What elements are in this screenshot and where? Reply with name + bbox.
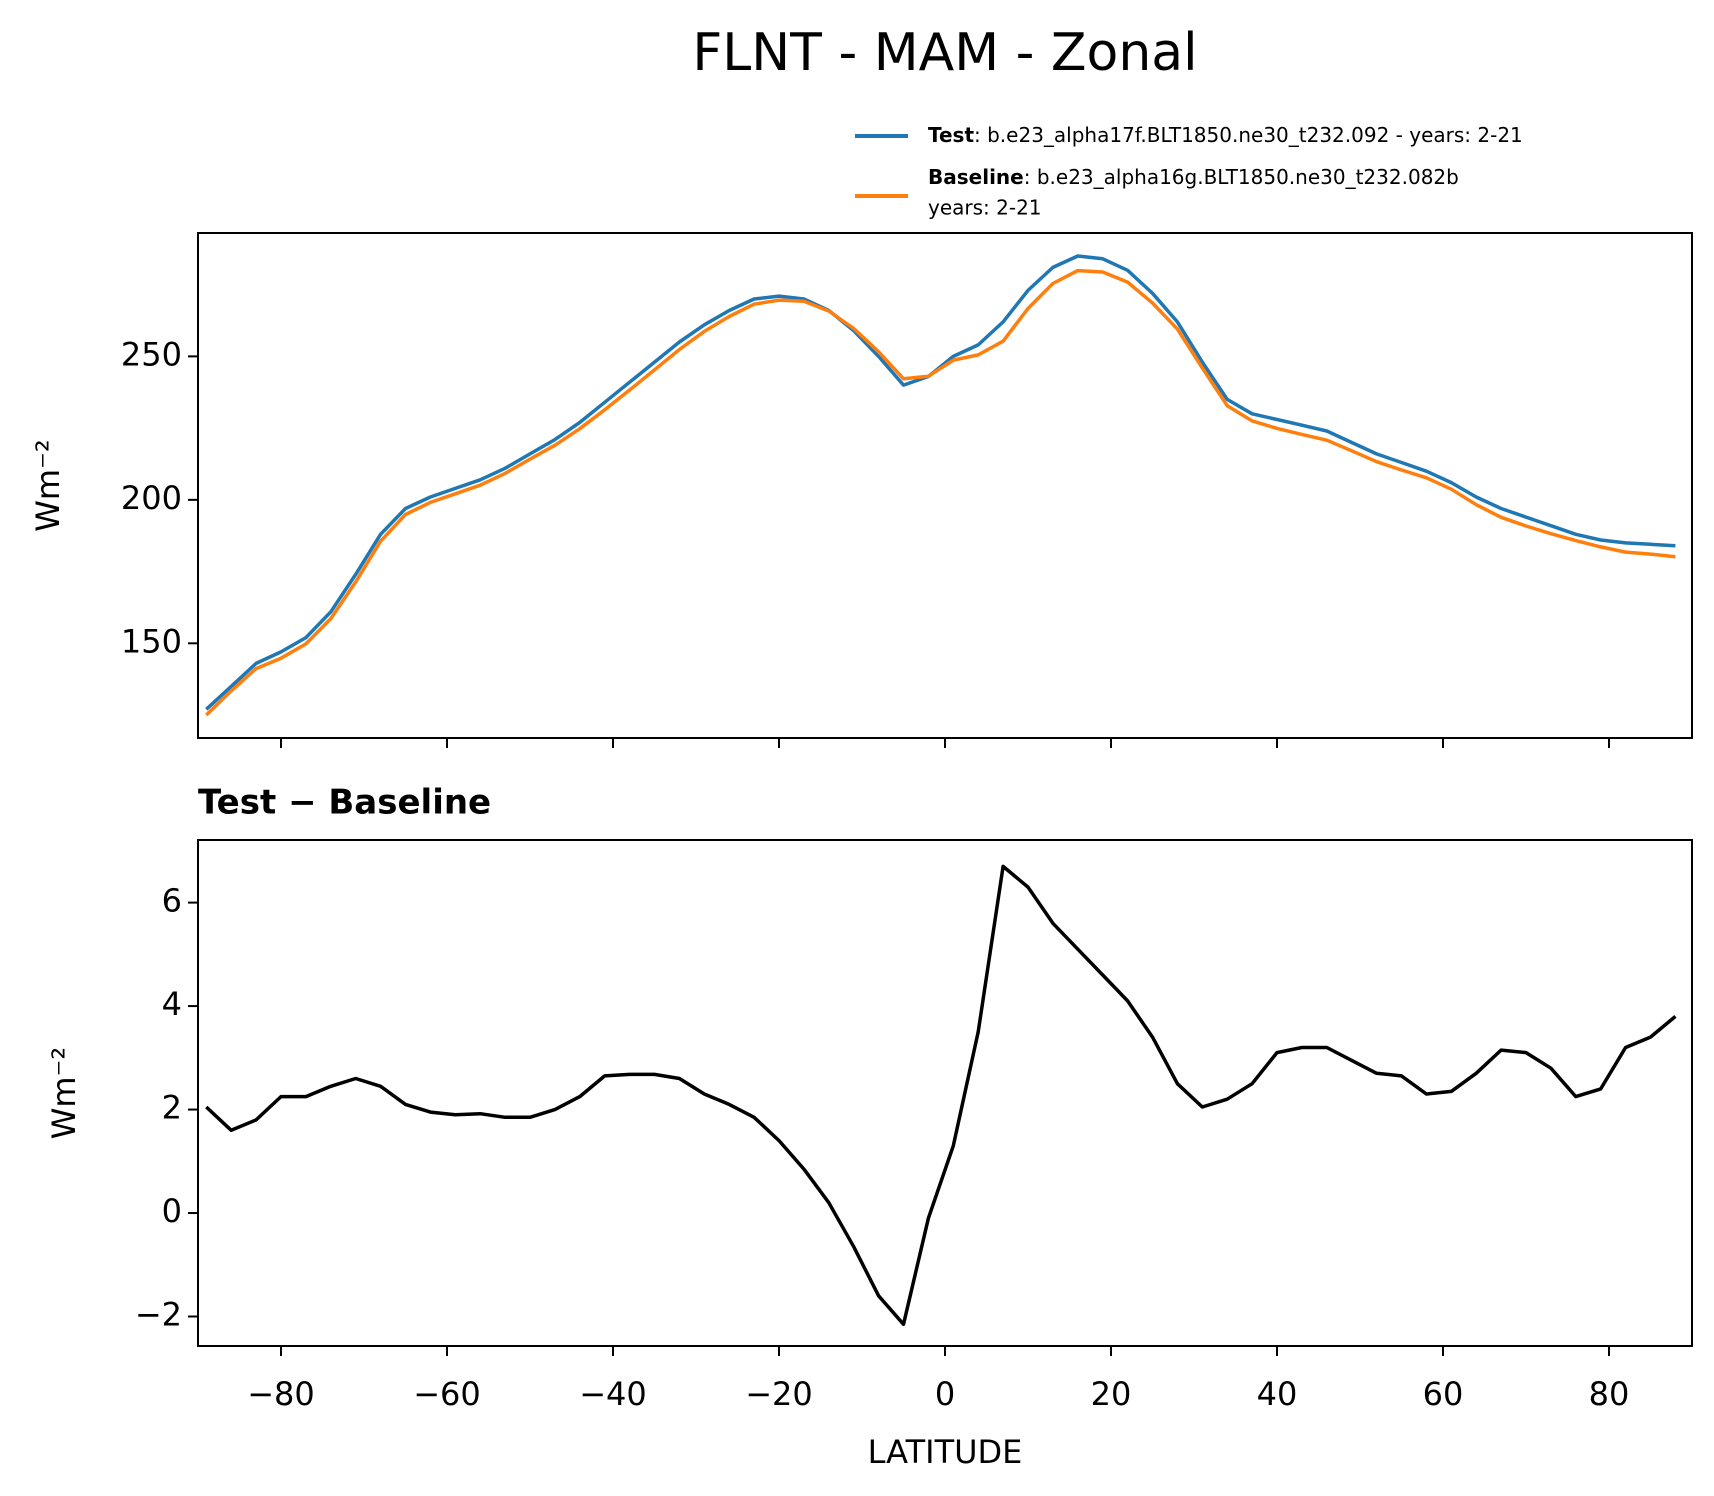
y-tick-label: 4	[162, 985, 182, 1023]
y-tick-label: 150	[121, 622, 182, 660]
legend-name: Test	[928, 123, 974, 147]
figure-title: FLNT - MAM - Zonal	[692, 23, 1197, 83]
y-axis-label: Wm⁻²	[29, 439, 67, 532]
series-line	[205, 268, 1676, 717]
x-tick-label: −80	[247, 1375, 315, 1413]
x-tick-label: 0	[935, 1375, 955, 1413]
legend-entry: Test: b.e23_alpha17f.BLT1850.ne30_t232.0…	[928, 123, 1523, 147]
y-tick-label: 250	[121, 335, 182, 373]
y-tick-label: 200	[121, 479, 182, 517]
x-tick-label: 60	[1423, 1375, 1464, 1413]
y-tick-label: 6	[162, 882, 182, 920]
x-tick-label: 40	[1257, 1375, 1298, 1413]
x-axis-label: LATITUDE	[868, 1433, 1023, 1471]
series-line	[205, 864, 1677, 1327]
x-tick-label: −20	[745, 1375, 813, 1413]
legend-text: : b.e23_alpha17f.BLT1850.ne30_t232.092 -…	[974, 123, 1523, 147]
x-tick-label: 20	[1091, 1375, 1132, 1413]
y-tick-label: −2	[135, 1296, 182, 1334]
legend-name: Baseline	[928, 165, 1024, 189]
legend-text: years: 2-21	[928, 196, 1042, 220]
subplot-title: Test − Baseline	[198, 783, 491, 823]
axes-frame	[197, 232, 1693, 739]
x-tick-label: −60	[413, 1375, 481, 1413]
x-tick-label: −40	[579, 1375, 647, 1413]
y-tick-label: 0	[162, 1192, 182, 1230]
y-tick-label: 2	[162, 1089, 182, 1127]
axes-frame	[197, 839, 1693, 1347]
x-tick-label: 80	[1589, 1375, 1630, 1413]
legend-entry: Baseline: b.e23_alpha16g.BLT1850.ne30_t2…	[928, 165, 1459, 189]
y-axis-label: Wm⁻²	[45, 1047, 83, 1140]
legend-text: : b.e23_alpha16g.BLT1850.ne30_t232.082b	[1024, 165, 1459, 189]
